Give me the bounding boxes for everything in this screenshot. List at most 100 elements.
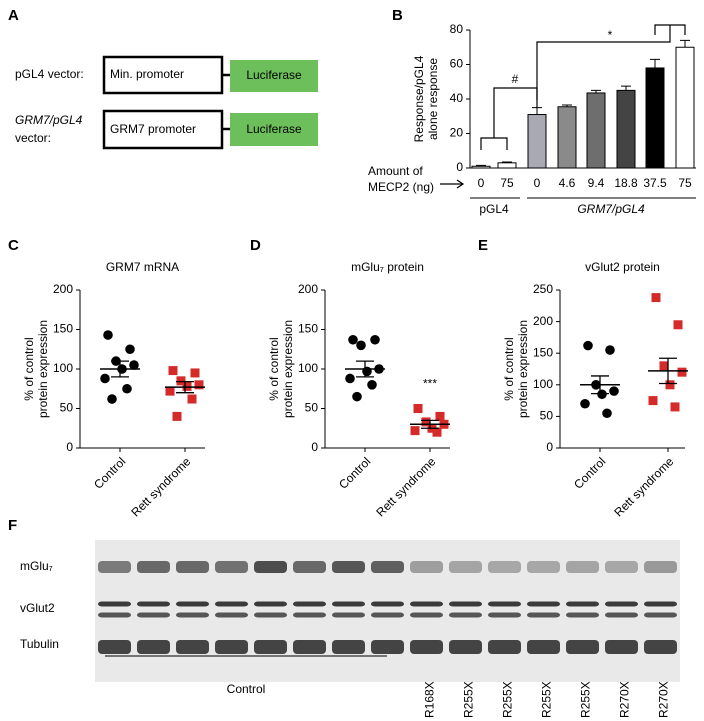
blot-band — [254, 612, 287, 618]
blot-band — [293, 612, 326, 618]
blot-band — [176, 612, 209, 618]
x-tick-label: 4.6 — [559, 176, 576, 190]
y-tick-label: 150 — [298, 322, 318, 336]
x-axis-label: Amount of — [368, 164, 423, 178]
blot-band — [332, 561, 365, 573]
blot-band — [410, 612, 443, 618]
panel-letter: C — [8, 237, 19, 254]
x-tick-label: Rett syndrome — [373, 454, 438, 519]
y-tick-label: 200 — [533, 314, 553, 328]
chart-title: GRM7 mRNA — [106, 260, 179, 274]
lane-label: R255X — [540, 681, 554, 718]
blot-band — [605, 561, 638, 573]
y-tick-label: 200 — [298, 282, 318, 296]
data-point — [370, 334, 380, 345]
data-point — [677, 367, 687, 377]
blot-band — [566, 612, 599, 618]
blot-band — [605, 612, 638, 618]
data-point — [580, 398, 590, 409]
bar — [586, 92, 606, 169]
panel-letter: E — [478, 237, 488, 254]
data-point — [651, 293, 661, 303]
blot-band — [566, 601, 599, 607]
blot-band — [449, 612, 482, 618]
error-bar — [680, 39, 690, 48]
data-point — [176, 376, 186, 386]
group-label: pGL4 — [479, 202, 509, 216]
x-tick-label: 37.5 — [643, 176, 667, 190]
y-axis-label: protein expression — [36, 320, 50, 418]
blot-band — [605, 640, 638, 654]
blot-band — [254, 601, 287, 607]
annotation: # — [512, 72, 519, 86]
data-point — [190, 368, 200, 378]
blot-band — [176, 561, 209, 573]
y-axis-label: protein expression — [516, 320, 530, 418]
lane-label: R168X — [423, 681, 437, 718]
blot-band — [98, 601, 131, 607]
error-bar — [476, 164, 486, 167]
row-label: pGL4 vector: — [15, 67, 84, 81]
y-tick-label: 80 — [450, 22, 464, 36]
y-tick-label: 150 — [533, 345, 553, 359]
sem-bar — [176, 380, 194, 394]
blot-band — [98, 640, 131, 654]
blot-band — [137, 561, 170, 573]
annotation: * — [608, 28, 613, 42]
blot-band — [410, 561, 443, 573]
data-point — [609, 386, 619, 396]
row-label: vector: — [15, 131, 51, 145]
promoter-box — [102, 55, 224, 95]
blot-band — [644, 640, 677, 654]
data-point — [194, 380, 204, 390]
blot-band — [410, 640, 443, 654]
y-tick-label: 0 — [66, 440, 73, 454]
reporter-text: Luciferase — [246, 122, 302, 136]
bar — [527, 114, 547, 169]
data-point — [583, 340, 593, 351]
reporter-box — [230, 60, 318, 92]
blot-band — [293, 601, 326, 607]
reporter-text: Luciferase — [246, 68, 302, 82]
y-tick-label: 50 — [540, 409, 554, 423]
sem-bar — [659, 357, 677, 385]
x-tick-label: Control — [91, 454, 128, 491]
y-axis-label: alone response — [426, 58, 440, 140]
data-point — [352, 391, 362, 402]
y-tick-label: 50 — [60, 401, 74, 415]
error-bar — [621, 85, 631, 91]
data-point — [103, 330, 113, 340]
data-point — [125, 344, 135, 355]
sem-bar — [111, 360, 129, 378]
data-point — [172, 411, 182, 421]
blot-band — [254, 640, 287, 654]
blot-band — [566, 561, 599, 573]
y-axis-label: protein expression — [281, 320, 295, 418]
blot-band — [410, 601, 443, 607]
y-tick-label: 100 — [53, 361, 73, 375]
data-point — [187, 394, 197, 404]
blot-band — [293, 640, 326, 654]
error-bar — [532, 107, 542, 115]
data-point — [182, 381, 192, 391]
blot-band — [488, 640, 521, 654]
x-axis-label: MECP2 (ng) — [368, 180, 434, 194]
data-point — [367, 380, 377, 390]
data-point — [432, 427, 442, 437]
blot-band — [527, 561, 560, 573]
data-point — [659, 361, 669, 371]
row-label: GRM7/pGL4 — [15, 113, 83, 127]
bar — [616, 89, 636, 169]
data-point — [122, 383, 132, 394]
bar — [471, 165, 491, 169]
promoter-box — [102, 109, 224, 150]
chart-title: mGlu₇ protein — [351, 260, 424, 274]
y-tick-label: 50 — [305, 401, 319, 415]
x-tick-label: Control — [336, 454, 373, 491]
bar — [497, 162, 517, 169]
x-tick-label: Rett syndrome — [611, 454, 676, 519]
x-tick-label: 75 — [678, 176, 692, 190]
bar — [557, 106, 577, 169]
error-bar — [562, 104, 572, 107]
